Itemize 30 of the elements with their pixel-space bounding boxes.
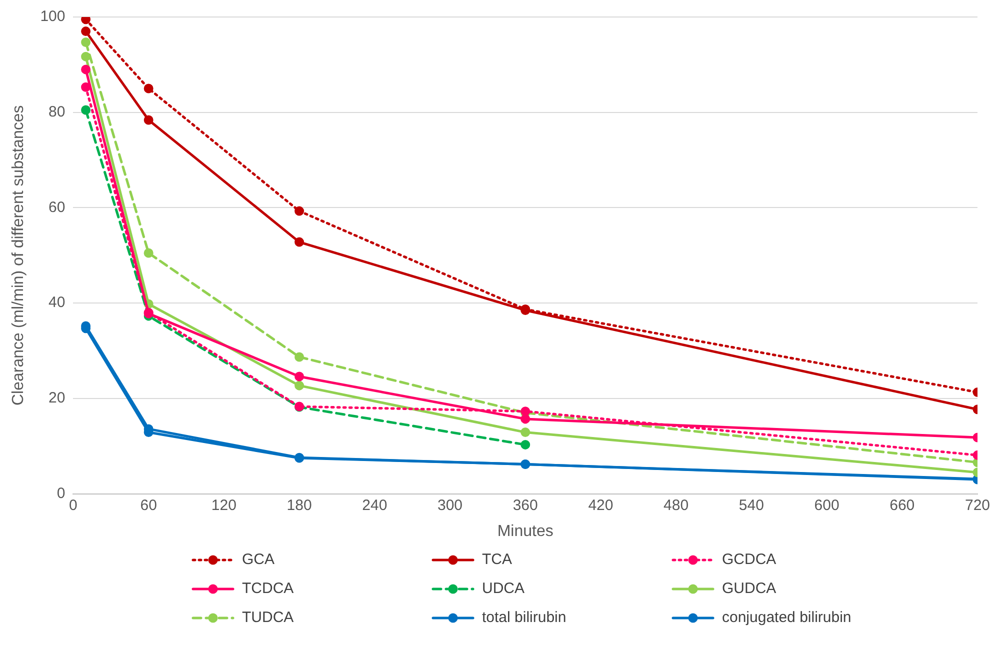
legend-label: conjugated bilirubin: [722, 609, 852, 626]
legend-label: TUDCA: [242, 609, 294, 626]
legend-label: TCDCA: [242, 580, 294, 597]
legend-label: total bilirubin: [482, 609, 566, 626]
x-tick-label: 0: [69, 496, 78, 514]
legend-label: GCA: [242, 551, 275, 568]
legend-label: GUDCA: [722, 580, 776, 597]
x-tick-label: 60: [140, 496, 157, 514]
y-axis-title: Clearance (ml/min) of different substances: [10, 105, 28, 406]
legend-label: UDCA: [482, 580, 525, 597]
y-tick-label: 40: [48, 294, 66, 312]
x-tick-label: 420: [588, 496, 614, 514]
x-tick-label: 480: [664, 496, 689, 514]
y-tick-label: 20: [48, 390, 66, 407]
x-tick-label: 360: [512, 496, 538, 514]
x-tick-label: 600: [814, 496, 840, 514]
x-tick-label: 180: [286, 496, 312, 514]
legend-label: TCA: [482, 551, 512, 568]
y-tick-label: 0: [56, 484, 66, 502]
legend-label: GCDCA: [722, 551, 776, 568]
y-tick-label: 80: [48, 104, 66, 120]
x-tick-label: 720: [964, 496, 990, 514]
x-tick-label: 300: [437, 496, 463, 514]
x-tick-label: 540: [738, 496, 764, 514]
x-tick-label: 240: [362, 496, 388, 514]
y-tick-label: 100: [40, 8, 66, 26]
x-tick-label: 120: [211, 496, 236, 514]
x-tick-label: 660: [890, 496, 915, 514]
x-axis-title: Minutes: [497, 522, 554, 540]
y-tick-label: 60: [48, 198, 66, 216]
